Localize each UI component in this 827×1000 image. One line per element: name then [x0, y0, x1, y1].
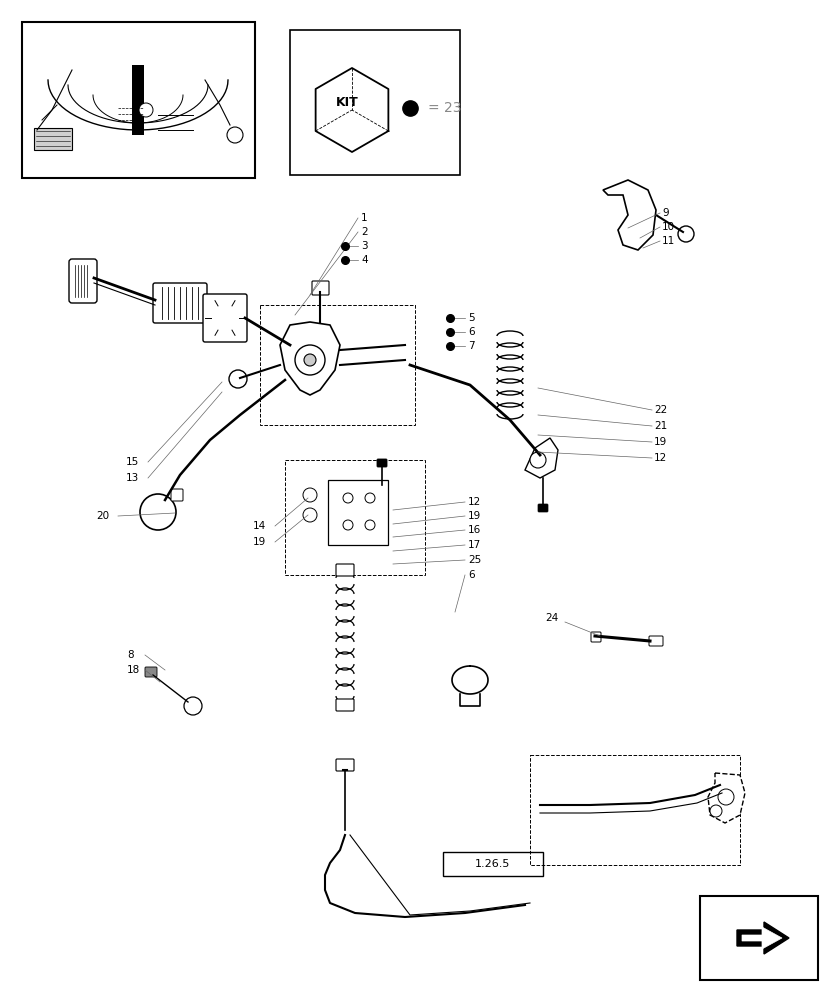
Bar — [699, 896, 817, 980]
Circle shape — [139, 103, 153, 117]
Bar — [442, 852, 543, 876]
Text: 12: 12 — [467, 497, 480, 507]
Polygon shape — [602, 180, 655, 250]
Circle shape — [342, 520, 352, 530]
FancyBboxPatch shape — [336, 564, 354, 576]
Bar — [22, 22, 255, 178]
Text: 19: 19 — [467, 511, 480, 521]
FancyBboxPatch shape — [648, 636, 662, 646]
Text: 6: 6 — [467, 570, 474, 580]
Text: 18: 18 — [127, 665, 140, 675]
Bar — [289, 30, 460, 175]
Polygon shape — [736, 922, 788, 954]
Circle shape — [140, 494, 176, 530]
FancyBboxPatch shape — [145, 667, 157, 677]
FancyBboxPatch shape — [312, 281, 328, 295]
Text: 22: 22 — [653, 405, 667, 415]
FancyBboxPatch shape — [69, 259, 97, 303]
Circle shape — [529, 452, 545, 468]
Circle shape — [303, 488, 317, 502]
FancyBboxPatch shape — [153, 283, 207, 323]
Text: 25: 25 — [467, 555, 480, 565]
Text: 20: 20 — [96, 511, 109, 521]
Text: 7: 7 — [467, 341, 474, 351]
Text: 1: 1 — [361, 213, 367, 223]
FancyBboxPatch shape — [590, 632, 600, 642]
Text: 14: 14 — [253, 521, 266, 531]
Text: = 23: = 23 — [428, 101, 461, 115]
Text: 19: 19 — [653, 437, 667, 447]
Text: 13: 13 — [126, 473, 139, 483]
Text: 10: 10 — [662, 222, 674, 232]
Text: 12: 12 — [653, 453, 667, 463]
Polygon shape — [707, 773, 744, 823]
FancyBboxPatch shape — [171, 489, 183, 501]
FancyBboxPatch shape — [336, 699, 354, 711]
Circle shape — [709, 805, 721, 817]
FancyBboxPatch shape — [34, 128, 72, 150]
Text: 19: 19 — [253, 537, 266, 547]
Polygon shape — [280, 322, 340, 395]
Text: 4: 4 — [361, 255, 367, 265]
Text: 21: 21 — [653, 421, 667, 431]
FancyBboxPatch shape — [336, 759, 354, 771]
Bar — [131, 65, 144, 135]
Circle shape — [365, 493, 375, 503]
FancyBboxPatch shape — [376, 459, 386, 467]
Circle shape — [304, 354, 316, 366]
Circle shape — [717, 789, 733, 805]
Bar — [284, 460, 424, 575]
Bar — [260, 305, 414, 425]
Text: 16: 16 — [467, 525, 480, 535]
Circle shape — [229, 370, 246, 388]
Text: 9: 9 — [662, 208, 668, 218]
Text: 15: 15 — [126, 457, 139, 467]
FancyBboxPatch shape — [538, 504, 547, 512]
Text: 6: 6 — [467, 327, 474, 337]
Bar — [327, 480, 388, 545]
Circle shape — [227, 127, 242, 143]
Text: 3: 3 — [361, 241, 367, 251]
Circle shape — [365, 520, 375, 530]
Circle shape — [342, 493, 352, 503]
Text: 11: 11 — [662, 236, 675, 246]
FancyBboxPatch shape — [203, 294, 246, 342]
Circle shape — [294, 345, 325, 375]
Text: 5: 5 — [467, 313, 474, 323]
Bar — [529, 755, 739, 865]
Text: 8: 8 — [127, 650, 133, 660]
Circle shape — [677, 226, 693, 242]
Circle shape — [184, 697, 202, 715]
Text: 1.26.5: 1.26.5 — [475, 859, 510, 869]
Polygon shape — [741, 927, 781, 949]
Polygon shape — [524, 438, 557, 478]
Text: 2: 2 — [361, 227, 367, 237]
Text: 24: 24 — [544, 613, 557, 623]
Text: KIT: KIT — [335, 96, 358, 109]
Text: 17: 17 — [467, 540, 480, 550]
Circle shape — [303, 508, 317, 522]
